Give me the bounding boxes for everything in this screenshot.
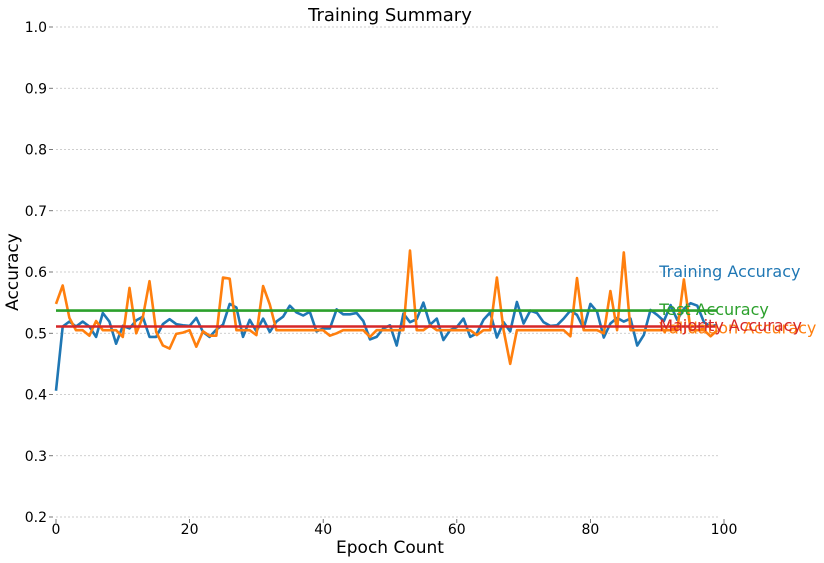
y-tick-label: 0.3 [25,449,47,465]
y-tick-label: 1.0 [25,20,47,36]
majority-accuracy-label: Majority Accuracy [659,316,802,335]
y-tick-label: 0.4 [25,388,47,404]
y-tick-label: 0.9 [25,81,47,97]
y-tick-label: 0.2 [25,510,47,526]
series-lines [54,249,719,391]
x-tick-label: 60 [448,522,466,538]
y-tick-label: 0.5 [25,326,47,342]
test-accuracy-label: Test Accuracy [658,300,769,319]
chart-title: Training Summary [307,5,472,26]
x-tick-label: 20 [181,522,199,538]
validation-accuracy-line [54,249,719,366]
x-tick-label: 80 [581,522,599,538]
y-axis-title: Accuracy [3,233,23,311]
y-axis-ticks: 0.2 0.3 0.4 0.5 0.6 0.7 0.8 0.9 1.0 [25,20,53,526]
training-accuracy-label: Training Accuracy [658,262,800,281]
y-gridlines [56,26,718,518]
x-tick-label: 100 [711,522,738,538]
validation-accuracy-label: Validation Accuracy [659,318,816,337]
series-labels: Training Accuracy Validation AccuracyTest… [658,262,816,337]
x-axis-title: Epoch Count [336,538,444,558]
x-axis-ticks: 0 20 40 60 80 100 [52,519,738,538]
y-tick-label: 0.6 [25,265,47,281]
x-tick-label: 40 [314,522,332,538]
y-tick-label: 0.7 [25,204,47,220]
y-tick-label: 0.8 [25,143,47,159]
x-tick-label: 0 [52,522,61,538]
